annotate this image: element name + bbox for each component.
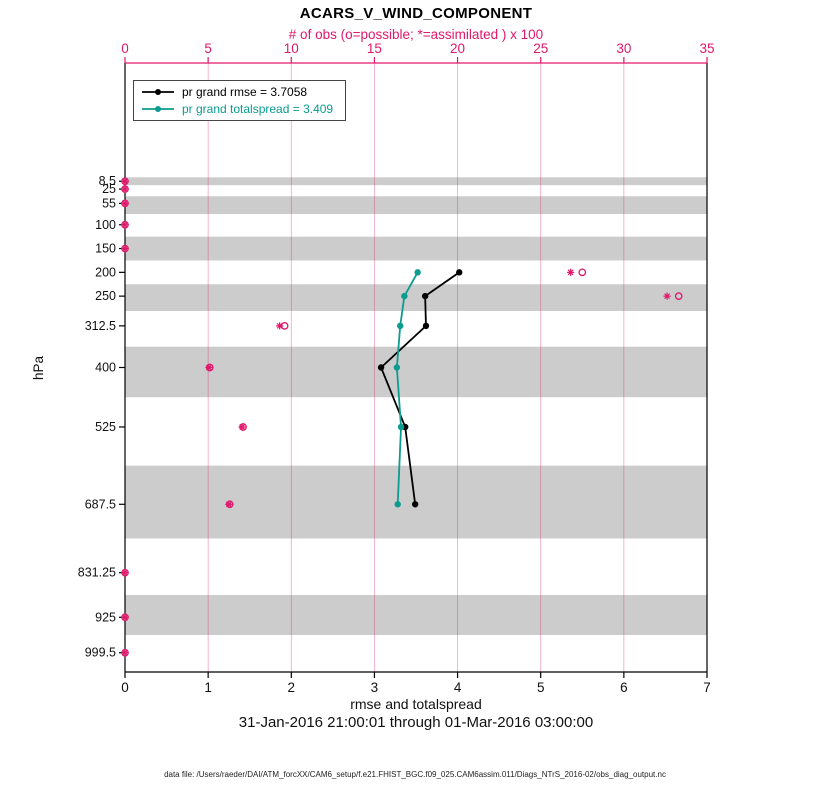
svg-text:150: 150 [95, 242, 116, 256]
legend: pr grand rmse = 3.7058 pr grand totalspr… [133, 80, 347, 121]
svg-text:7: 7 [703, 680, 711, 695]
legend-label-rmse: pr grand rmse = 3.7058 [182, 85, 308, 99]
rmse-line-sample [142, 89, 174, 95]
series-line-1 [393, 269, 421, 508]
svg-text:200: 200 [95, 265, 116, 279]
svg-text:35: 35 [699, 41, 714, 56]
obs-count-markers [121, 177, 683, 657]
svg-text:20: 20 [450, 41, 465, 56]
data-file-path: data file: /Users/raeder/DAI/ATM_forcXX/… [164, 770, 666, 779]
x-axis-label: rmse and totalspread [350, 696, 482, 712]
svg-text:15: 15 [367, 41, 382, 56]
svg-text:5: 5 [204, 41, 212, 56]
svg-text:250: 250 [95, 289, 116, 303]
svg-text:3: 3 [371, 680, 379, 695]
svg-text:5: 5 [537, 680, 545, 695]
bottom-tick-labels: 0 1 2 3 4 5 6 7 [121, 672, 711, 695]
legend-label-totalspread: pr grand totalspread = 3.409 [182, 102, 334, 116]
svg-text:4: 4 [454, 680, 462, 695]
shaded-bands [125, 177, 707, 636]
svg-text:312.5: 312.5 [85, 319, 116, 333]
svg-text:6: 6 [620, 680, 628, 695]
svg-text:525: 525 [95, 420, 116, 434]
svg-text:831.25: 831.25 [78, 566, 116, 580]
top-axis-label: # of obs (o=possible; *=assimilated ) x … [288, 27, 544, 42]
totalspread-line-sample [142, 106, 174, 112]
svg-text:55: 55 [102, 196, 116, 210]
svg-text:400: 400 [95, 361, 116, 375]
svg-text:925: 925 [95, 610, 116, 624]
svg-text:25: 25 [102, 182, 116, 196]
svg-text:30: 30 [616, 41, 631, 56]
svg-text:100: 100 [95, 218, 116, 232]
svg-text:2: 2 [288, 680, 296, 695]
svg-text:999.5: 999.5 [85, 646, 116, 660]
svg-text:0: 0 [121, 41, 129, 56]
svg-text:1: 1 [204, 680, 212, 695]
legend-item-rmse: pr grand rmse = 3.7058 [140, 84, 333, 100]
legend-item-totalspread: pr grand totalspread = 3.409 [140, 101, 333, 117]
figure-title: ACARS_V_WIND_COMPONENT [299, 5, 533, 22]
subtitle: 31-Jan-2016 21:00:01 through 01-Mar-2016… [238, 714, 594, 731]
svg-text:25: 25 [533, 41, 548, 56]
top-tick-labels: 0 5 10 15 20 25 30 35 [121, 41, 715, 63]
svg-text:687.5: 687.5 [85, 497, 116, 511]
svg-text:0: 0 [121, 680, 129, 695]
svg-text:10: 10 [284, 41, 299, 56]
svg-text:8.5: 8.5 [99, 174, 116, 188]
